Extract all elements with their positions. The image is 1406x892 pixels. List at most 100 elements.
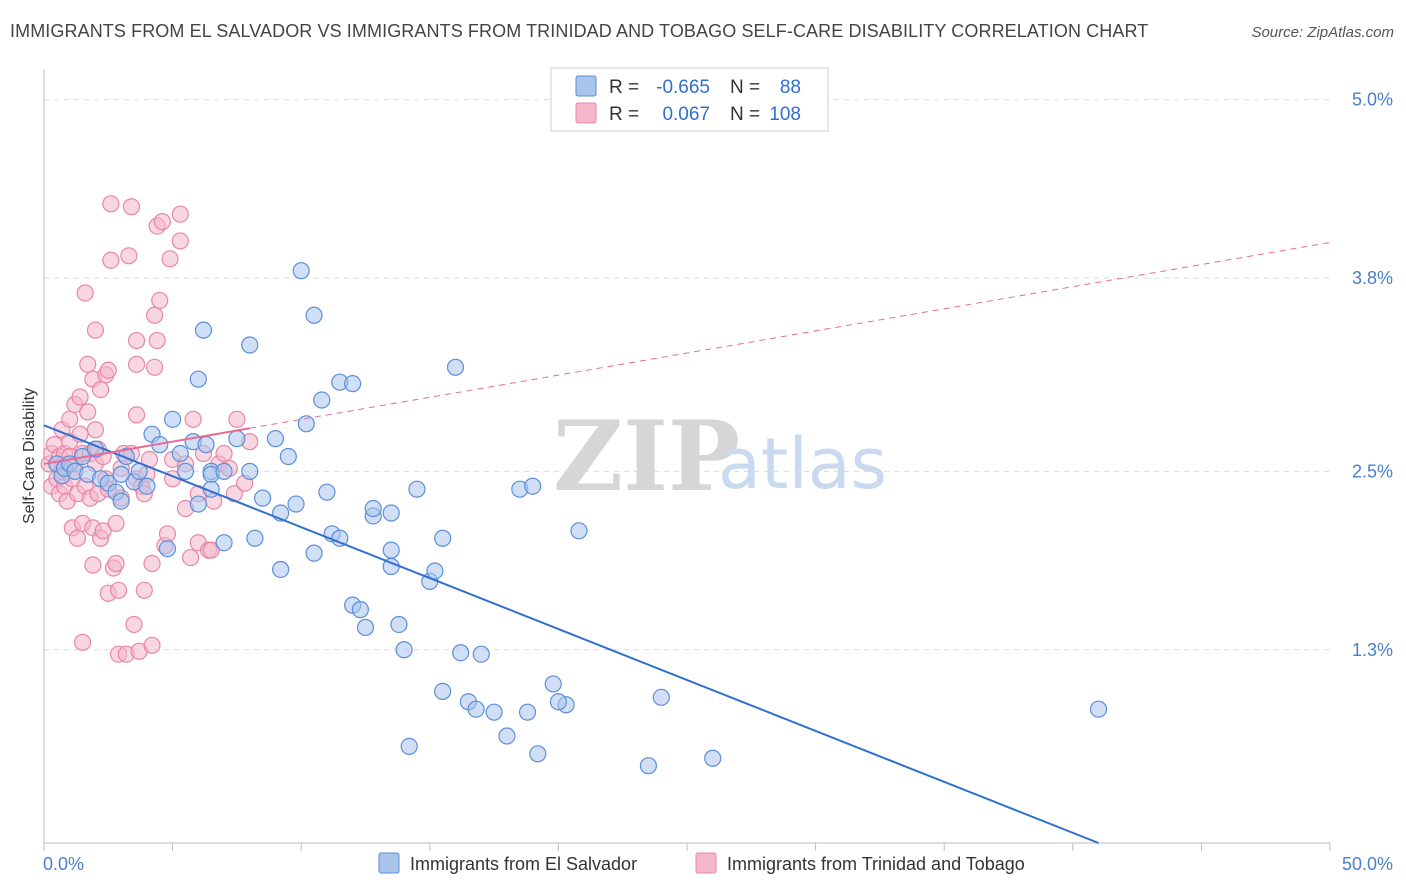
el-salvador-point-42 — [272, 560, 290, 579]
trinidad-point-79 — [148, 331, 166, 350]
el-salvador-point-53 — [356, 618, 375, 637]
el-salvador-point-63 — [400, 737, 418, 755]
el-salvador-point-37 — [241, 336, 259, 354]
y-tick-label-2: 3.8% — [1352, 268, 1393, 288]
chart-title: IMMIGRANTS FROM EL SALVADOR VS IMMIGRANT… — [10, 21, 1149, 41]
el-salvador-point-81 — [549, 693, 568, 711]
el-salvador-point-59 — [390, 615, 408, 634]
legend-r-label-1: R = — [609, 77, 639, 98]
el-salvador-point-56 — [364, 499, 382, 518]
el-salvador-point-33 — [254, 489, 272, 507]
el-salvador-point-68 — [446, 358, 465, 376]
trinidad-point-61 — [122, 198, 141, 216]
el-salvador-point-46 — [313, 391, 331, 409]
trinidad-point-75 — [143, 636, 161, 654]
bottom-legend-label-trinidad: Immigrants from Trinidad and Tobago — [727, 854, 1025, 874]
el-salvador-point-87 — [112, 465, 130, 483]
correlation-legend: R = -0.665 N = 88 R = 0.067 N = 108 — [550, 67, 829, 132]
legend-r-value-1: -0.665 — [656, 77, 710, 98]
legend-r-label-2: R = — [609, 104, 639, 125]
el-salvador-point-83 — [639, 757, 658, 775]
el-salvador-point-34 — [215, 534, 233, 552]
y-tick-labels: 1.3% 2.5% 3.8% 5.0% — [1352, 90, 1393, 660]
trinidad-point-60 — [120, 247, 138, 265]
x-tick-label-min: 0.0% — [43, 854, 84, 874]
el-salvador-points — [48, 262, 1108, 775]
y-tick-label-1: 2.5% — [1352, 461, 1393, 481]
el-salvador-point-18 — [158, 540, 177, 558]
el-salvador-point-72 — [472, 645, 490, 663]
trinidad-point-77 — [145, 306, 164, 324]
el-salvador-point-77 — [518, 703, 537, 721]
el-salvador-point-45 — [305, 306, 323, 324]
trinidad-point-40 — [91, 381, 110, 399]
trinidad-point-29 — [79, 403, 97, 421]
el-salvador-point-31 — [228, 430, 246, 448]
el-salvador-point-19 — [164, 410, 182, 428]
legend-n-value-2: 108 — [769, 104, 801, 125]
trinidad-point-37 — [86, 321, 105, 339]
trinidad-point-74 — [143, 554, 161, 573]
el-salvador-point-15 — [138, 477, 156, 495]
el-salvador-point-82 — [570, 522, 588, 540]
trinidad-point-80 — [151, 291, 169, 310]
trinidad-point-65 — [127, 331, 146, 350]
el-salvador-point-84 — [652, 688, 670, 706]
el-salvador-trend-line — [43, 424, 1099, 844]
legend-n-value-1: 88 — [780, 77, 801, 98]
el-salvador-point-78 — [529, 745, 547, 763]
el-salvador-point-29 — [215, 462, 233, 480]
el-salvador-point-35 — [266, 430, 285, 448]
trinidad-point-50 — [102, 251, 120, 269]
legend-n-label-2: N = — [730, 104, 760, 125]
el-salvador-point-38 — [279, 447, 297, 466]
el-salvador-point-36 — [246, 529, 264, 547]
el-salvador-point-74 — [498, 727, 516, 745]
el-salvador-point-66 — [434, 682, 452, 700]
x-tick-label-max: 50.0% — [1342, 854, 1393, 874]
el-salvador-point-26 — [189, 370, 207, 388]
el-salvador-point-40 — [287, 495, 305, 513]
el-salvador-point-27 — [194, 321, 213, 339]
el-salvador-point-65 — [426, 562, 444, 580]
grid-lines — [44, 99, 1330, 651]
trinidad-point-88 — [171, 205, 189, 223]
el-salvador-point-32 — [241, 462, 259, 480]
trinidad-point-91 — [182, 548, 200, 567]
trinidad-points — [40, 195, 259, 663]
source-label: Source: ZipAtlas.com — [1251, 24, 1394, 41]
el-salvador-point-20 — [171, 444, 189, 463]
el-salvador-point-21 — [176, 462, 195, 480]
trinidad-point-63 — [125, 615, 143, 634]
trinidad-point-83 — [158, 525, 177, 543]
trinidad-point-66 — [127, 355, 146, 373]
el-salvador-point-85 — [704, 749, 722, 767]
el-salvador-point-67 — [434, 529, 452, 547]
legend-r-value-2: 0.067 — [662, 104, 710, 125]
el-salvador-point-76 — [524, 477, 542, 495]
x-ticks — [43, 843, 1331, 851]
trinidad-point-76 — [145, 358, 164, 376]
trinidad-point-49 — [102, 195, 120, 213]
legend-n-label-1: N = — [730, 77, 760, 98]
trend-lines — [43, 241, 1331, 844]
bottom-legend-swatch-pink — [695, 852, 717, 874]
bottom-legend-swatch-blue — [378, 852, 400, 874]
trinidad-point-24 — [71, 388, 89, 406]
el-salvador-point-62 — [408, 480, 426, 498]
trinidad-point-103 — [228, 410, 246, 428]
legend-swatch-pink — [575, 102, 597, 124]
trinidad-point-107 — [84, 556, 102, 574]
y-tick-label-3: 5.0% — [1352, 90, 1393, 110]
el-salvador-point-11 — [112, 492, 130, 510]
trinidad-point-87 — [171, 232, 189, 250]
trinidad-point-100 — [215, 444, 233, 463]
trinidad-point-27 — [76, 284, 94, 302]
y-axis-title: Self-Care Disability — [21, 388, 38, 524]
el-salvador-point-54 — [344, 375, 362, 393]
trinidad-point-35 — [86, 421, 105, 439]
trinidad-point-92 — [184, 410, 202, 428]
trinidad-point-21 — [68, 529, 87, 547]
el-salvador-point-71 — [467, 700, 485, 718]
